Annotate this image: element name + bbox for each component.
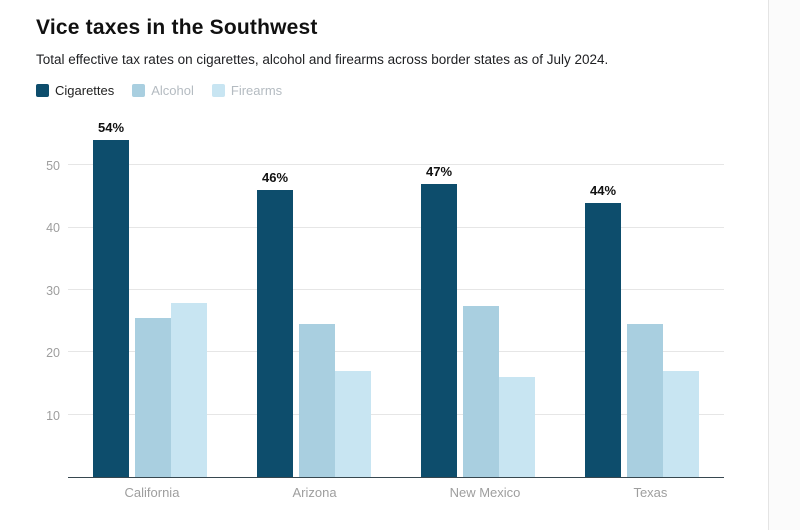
bar-firearms-texas[interactable] [663,371,699,477]
bar-value-label: 46% [261,170,289,186]
legend-label: Alcohol [151,83,194,98]
x-axis-label-new-mexico: New Mexico [449,485,521,500]
bar-cigarettes-texas[interactable]: 44% [585,183,621,477]
x-axis-label-arizona: Arizona [292,485,337,500]
bar-group-texas: 44% [585,128,699,477]
y-tick-label-20: 20 [46,346,60,360]
legend-label: Cigarettes [55,83,115,98]
bar-firearms-new-mexico[interactable] [499,377,535,477]
bar-firearms-arizona[interactable] [335,371,371,477]
bar-value-label: 54% [97,120,125,136]
y-tick-label-10: 10 [46,408,60,423]
bar-alcohol-arizona[interactable] [299,324,335,477]
chart-title: Vice taxes in the Southwest [36,16,318,39]
bar-alcohol-new-mexico[interactable] [463,305,499,477]
gridline-50 [68,164,724,166]
y-tick-label-40: 40 [46,221,60,235]
bar-cigarettes-new-mexico[interactable]: 47% [421,164,457,477]
gridline-20 [68,351,724,353]
y-tick-label-50: 50 [46,158,60,173]
gridline-40 [68,226,724,228]
bar-group-california: 54% [93,120,207,477]
gridline-10 [68,413,724,415]
legend-swatch-cigarettes [36,84,49,97]
bar-value-label: 47% [425,164,453,180]
gridline-30 [68,289,724,291]
chart-card: Vice taxes in the Southwest Total effect… [36,16,758,500]
bar-group-new-mexico: 47% [421,128,535,477]
bar-firearms-california[interactable] [171,302,207,477]
legend-item-alcohol[interactable]: Alcohol [132,83,194,98]
bar-cigarettes-arizona[interactable]: 46% [257,170,293,477]
y-axis: 10 20 30 40 50 [36,128,64,478]
x-axis-label-texas: Texas [633,485,668,500]
y-tick-label-30: 30 [46,283,60,298]
bar-alcohol-california[interactable] [135,318,171,477]
plot-area: 54% 46% 47% 44% [68,120,724,478]
legend-item-cigarettes[interactable]: Cigarettes [36,83,114,98]
chart-subtitle: Total effective tax rates on cigarettes,… [36,52,609,67]
bar-alcohol-texas[interactable] [627,324,663,477]
bar-group-arizona: 46% [257,128,371,477]
legend-label: Firearms [230,83,283,98]
legend-swatch-alcohol [132,84,146,97]
bar-value-label: 44% [589,182,617,198]
page-background-edge [768,0,800,530]
x-axis-labels: California Arizona New Mexico Texas [68,478,724,500]
bar-cigarettes-california[interactable]: 54% [93,120,129,477]
x-axis-label-california: California [124,485,180,500]
legend-item-firearms[interactable]: Firearms [211,83,283,98]
legend-swatch-firearms [211,84,225,97]
legend: Cigarettes Alcohol Firearms [36,83,758,98]
bar-chart: 10 20 30 40 50 54% 46% 47% 44% California Arizon… [36,120,726,500]
